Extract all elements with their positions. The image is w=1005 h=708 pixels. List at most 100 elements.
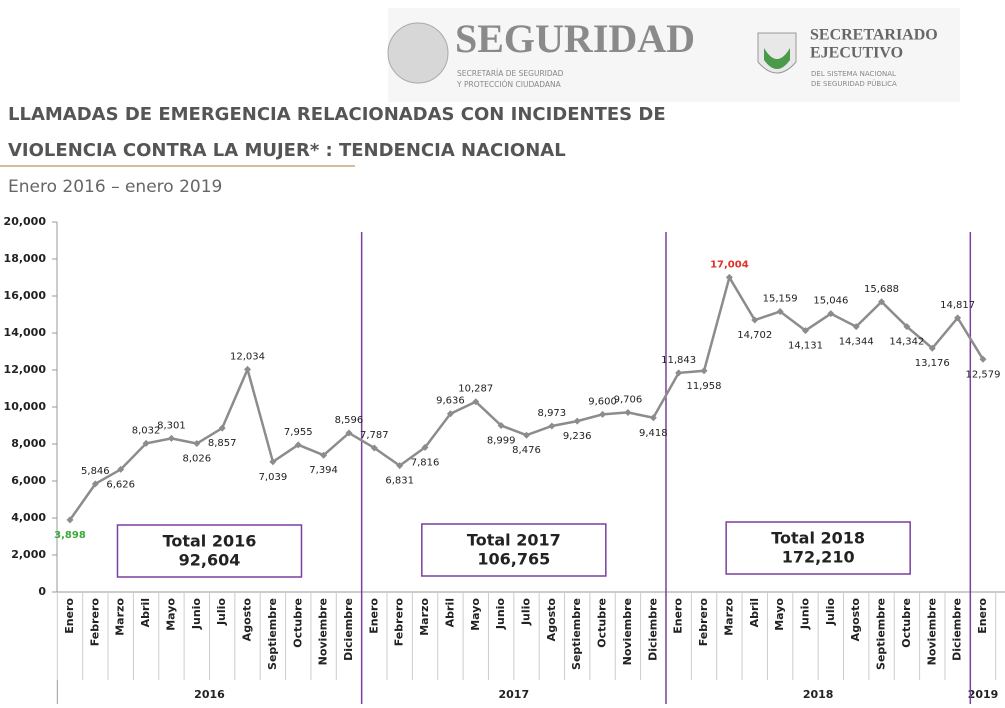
logo-subtitle: SECRETARÍA DE SEGURIDAD: [457, 69, 564, 78]
x-tick-label: Junio: [190, 598, 203, 631]
data-label: 8,999: [487, 436, 516, 447]
data-label: 8,973: [538, 408, 567, 419]
data-label: 7,955: [284, 427, 313, 438]
shield-mark: [764, 48, 790, 69]
data-label: 8,476: [512, 445, 541, 456]
x-tick-label: Mayo: [469, 598, 482, 631]
point: [66, 516, 74, 524]
point: [776, 308, 784, 316]
data-label: 12,034: [230, 351, 265, 362]
x-tick-label: Diciembre: [646, 598, 659, 661]
data-label: 15,159: [763, 294, 798, 305]
y-tick-label: 4,000: [11, 511, 46, 524]
x-tick-label: Enero: [367, 598, 380, 634]
point: [193, 440, 201, 448]
point: [903, 323, 911, 331]
data-label: 11,958: [687, 381, 722, 392]
x-tick-label: Diciembre: [342, 598, 355, 661]
data-label: 8,026: [182, 454, 211, 465]
y-tick-label: 10,000: [4, 400, 47, 413]
chart-title: LLAMADAS DE EMERGENCIA RELACIONADAS CON …: [8, 104, 666, 125]
point: [244, 365, 252, 373]
x-tick-label: Abril: [139, 598, 152, 627]
year-label: 2018: [803, 688, 834, 701]
x-tick-label: Junio: [798, 598, 811, 631]
point: [320, 451, 328, 459]
x-tick-label: Noviembre: [925, 598, 938, 665]
point: [370, 444, 378, 452]
y-tick-label: 8,000: [11, 437, 46, 450]
data-label: 13,176: [915, 358, 950, 369]
point: [878, 298, 886, 306]
point: [700, 367, 708, 375]
point: [167, 434, 175, 442]
y-tick-label: 6,000: [11, 474, 46, 487]
x-tick-label: Mayo: [164, 598, 177, 631]
point: [725, 273, 733, 281]
x-tick-label: Julio: [824, 598, 837, 626]
point: [801, 327, 809, 335]
point: [573, 417, 581, 425]
point: [624, 408, 632, 416]
x-tick-label: Noviembre: [317, 598, 330, 665]
x-tick-label: Marzo: [418, 598, 431, 636]
x-tick-label: Diciembre: [951, 598, 964, 661]
x-tick-label: Septiembre: [875, 598, 888, 670]
x-tick-label: Febrero: [697, 598, 710, 647]
x-tick-label: Junio: [494, 598, 507, 631]
data-label: 9,636: [436, 396, 465, 407]
x-tick-label: Febrero: [393, 598, 406, 647]
point: [675, 369, 683, 377]
point: [396, 462, 404, 470]
point: [117, 465, 125, 473]
data-label: 6,831: [385, 476, 414, 487]
data-label: 14,344: [839, 337, 874, 348]
data-label: 10,287: [458, 384, 493, 395]
point: [827, 310, 835, 318]
data-label: 14,817: [940, 300, 975, 311]
point: [345, 429, 353, 437]
logo2-title: SECRETARIADO: [810, 27, 938, 44]
y-tick-label: 2,000: [11, 548, 46, 561]
data-label: 11,843: [661, 355, 696, 366]
total-box: [421, 523, 607, 577]
x-tick-label: Agosto: [545, 598, 558, 642]
y-tick-label: 0: [38, 585, 46, 598]
point: [218, 424, 226, 432]
year-label: 2019: [968, 688, 999, 701]
logo2-title: EJECUTIVO: [810, 45, 903, 62]
y-tick-label: 14,000: [4, 326, 47, 339]
y-tick-label: 20,000: [4, 215, 47, 228]
total-title: Total 2016: [163, 532, 257, 551]
data-label: 14,702: [737, 330, 772, 341]
emblem: [387, 22, 449, 84]
data-label: 15,688: [864, 284, 899, 295]
x-tick-label: Julio: [215, 598, 228, 626]
data-label: 6,626: [106, 479, 135, 490]
point: [269, 458, 277, 466]
point: [751, 316, 759, 324]
point: [497, 422, 505, 430]
point: [446, 410, 454, 418]
chart-title: VIOLENCIA CONTRA LA MUJER* : TENDENCIA N…: [8, 140, 566, 161]
data-label: 7,394: [309, 465, 338, 476]
y-tick-label: 18,000: [4, 252, 47, 265]
point: [472, 398, 480, 406]
point: [142, 439, 150, 447]
chart-subtitle: Enero 2016 – enero 2019: [8, 177, 222, 197]
x-tick-label: Marzo: [114, 598, 127, 636]
data-label: 5,846: [81, 466, 110, 477]
x-tick-label: Octubre: [596, 598, 609, 648]
x-tick-label: Noviembre: [621, 598, 634, 665]
data-label: 14,342: [889, 337, 924, 348]
logo-band: [388, 8, 960, 102]
x-tick-label: Mayo: [773, 598, 786, 631]
point: [548, 422, 556, 430]
x-tick-label: Enero: [976, 598, 989, 634]
series-line: [68, 274, 985, 521]
data-label: 14,131: [788, 341, 823, 352]
x-tick-label: Marzo: [722, 598, 735, 636]
point: [523, 431, 530, 439]
logo-title: SEGURIDAD: [455, 16, 695, 61]
x-tick-label: Octubre: [900, 598, 913, 648]
